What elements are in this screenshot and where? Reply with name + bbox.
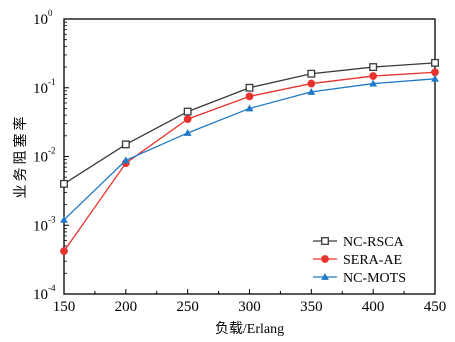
marker-triangle — [431, 74, 439, 82]
y-tick-label: 10 — [33, 287, 48, 303]
x-tick-label: 400 — [362, 299, 385, 315]
x-tick-label: 200 — [115, 299, 138, 315]
marker-square — [321, 237, 329, 245]
marker-triangle — [245, 104, 254, 112]
x-tick-label: 450 — [424, 299, 447, 315]
x-tick-label: 150 — [53, 299, 76, 315]
series-nc-rsca — [60, 58, 439, 188]
marker-circle — [321, 255, 329, 263]
legend-item: NC-MOTS — [313, 271, 406, 286]
y-tick-label: 10 — [33, 218, 48, 234]
x-tick-label: 350 — [300, 299, 323, 315]
marker-circle — [431, 68, 439, 77]
x-axis-title: 负载/Erlang — [215, 321, 284, 337]
marker-circle — [245, 92, 254, 101]
y-tick-exponent: -2 — [48, 146, 56, 156]
y-tick-label: 10 — [33, 150, 48, 166]
marker-circle — [60, 247, 68, 256]
y-axis-title: 业务阻塞率 — [12, 114, 29, 199]
y-tick-exponent: -3 — [48, 214, 56, 224]
marker-triangle — [121, 156, 130, 164]
marker-circle — [183, 115, 192, 123]
series-nc-mots — [60, 74, 439, 223]
legend-label: NC-MOTS — [343, 271, 406, 286]
legend-item: NC-RSCA — [313, 235, 405, 250]
y-tick-exponent: -1 — [48, 77, 56, 87]
y-tick-exponent: -4 — [48, 283, 56, 293]
marker-square — [245, 83, 254, 92]
y-tick-label: 10 — [33, 81, 48, 97]
legend: NC-RSCA SERA-AE NC-MOTS — [313, 235, 406, 286]
legend-item: SERA-AE — [313, 253, 402, 268]
marker-triangle — [321, 273, 329, 280]
marker-triangle — [183, 129, 192, 136]
marker-triangle — [307, 87, 316, 95]
legend-label: NC-RSCA — [343, 235, 405, 250]
marker-square — [183, 107, 192, 116]
series-layer — [60, 58, 439, 256]
marker-square — [307, 69, 316, 78]
marker-circle — [369, 72, 378, 80]
marker-square — [60, 179, 68, 188]
legend-label: SERA-AE — [343, 253, 402, 268]
marker-circle — [307, 79, 316, 88]
x-tick-label: 250 — [176, 299, 199, 315]
series-sera-ae — [60, 68, 439, 256]
marker-square — [369, 63, 378, 72]
marker-triangle — [369, 79, 378, 87]
y-tick-label: 10 — [33, 12, 48, 28]
marker-square — [121, 140, 130, 149]
marker-square — [431, 58, 439, 67]
y-tick-exponent: 0 — [48, 8, 53, 18]
x-tick-label: 300 — [238, 299, 261, 315]
marker-triangle — [60, 215, 68, 223]
